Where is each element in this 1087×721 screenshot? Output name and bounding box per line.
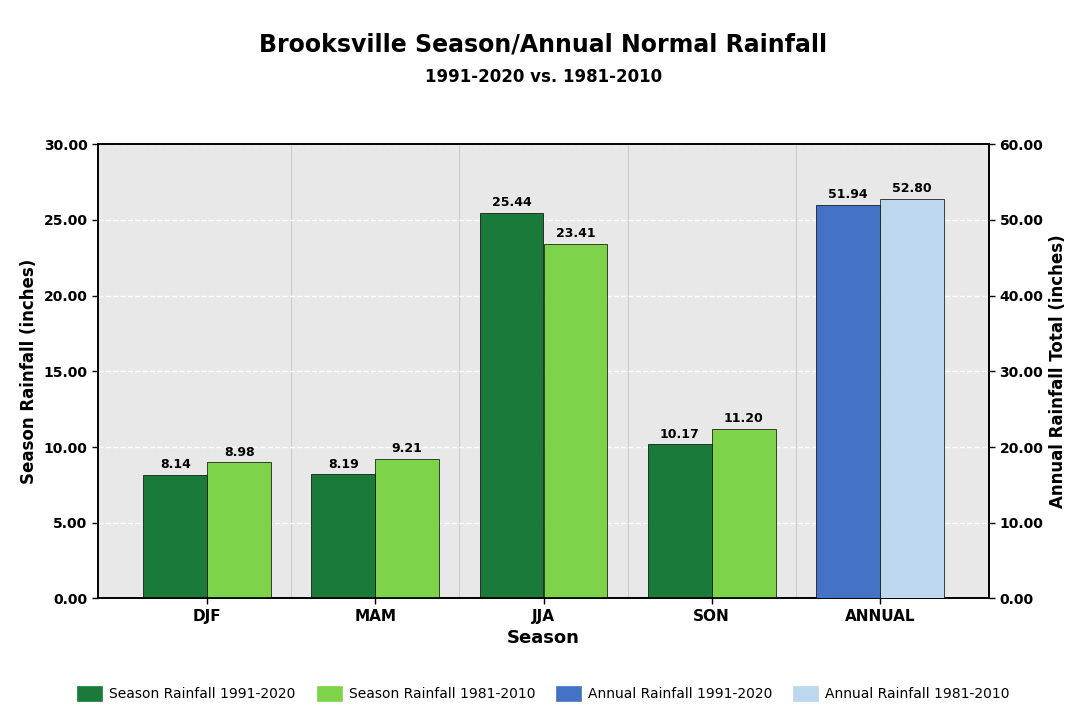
Text: 8.19: 8.19 xyxy=(328,458,359,471)
Text: 51.94: 51.94 xyxy=(828,188,867,201)
Legend: Season Rainfall 1991-2020, Season Rainfall 1981-2010, Annual Rainfall 1991-2020,: Season Rainfall 1991-2020, Season Rainfa… xyxy=(72,681,1015,707)
Bar xyxy=(208,462,271,598)
Bar xyxy=(479,213,544,598)
Text: 9.21: 9.21 xyxy=(391,442,423,455)
Text: 10.17: 10.17 xyxy=(660,428,700,441)
Text: 52.80: 52.80 xyxy=(892,182,932,195)
Bar xyxy=(375,459,439,598)
Bar xyxy=(816,205,879,598)
Bar xyxy=(712,429,776,598)
Text: Brooksville Season/Annual Normal Rainfall: Brooksville Season/Annual Normal Rainfal… xyxy=(260,32,827,56)
Bar xyxy=(143,475,208,598)
X-axis label: Season: Season xyxy=(507,629,580,647)
Text: 8.14: 8.14 xyxy=(160,459,190,472)
Bar xyxy=(544,244,608,598)
Bar xyxy=(648,444,712,598)
Bar xyxy=(311,474,375,598)
Text: 25.44: 25.44 xyxy=(491,196,532,210)
Bar xyxy=(879,199,944,598)
Text: 11.20: 11.20 xyxy=(724,412,763,425)
Text: 1991-2020 vs. 1981-2010: 1991-2020 vs. 1981-2010 xyxy=(425,68,662,87)
Y-axis label: Annual Rainfall Total (inches): Annual Rainfall Total (inches) xyxy=(1049,234,1067,508)
Text: 23.41: 23.41 xyxy=(555,227,596,240)
Y-axis label: Season Rainfall (inches): Season Rainfall (inches) xyxy=(20,259,38,484)
Text: 8.98: 8.98 xyxy=(224,446,254,459)
